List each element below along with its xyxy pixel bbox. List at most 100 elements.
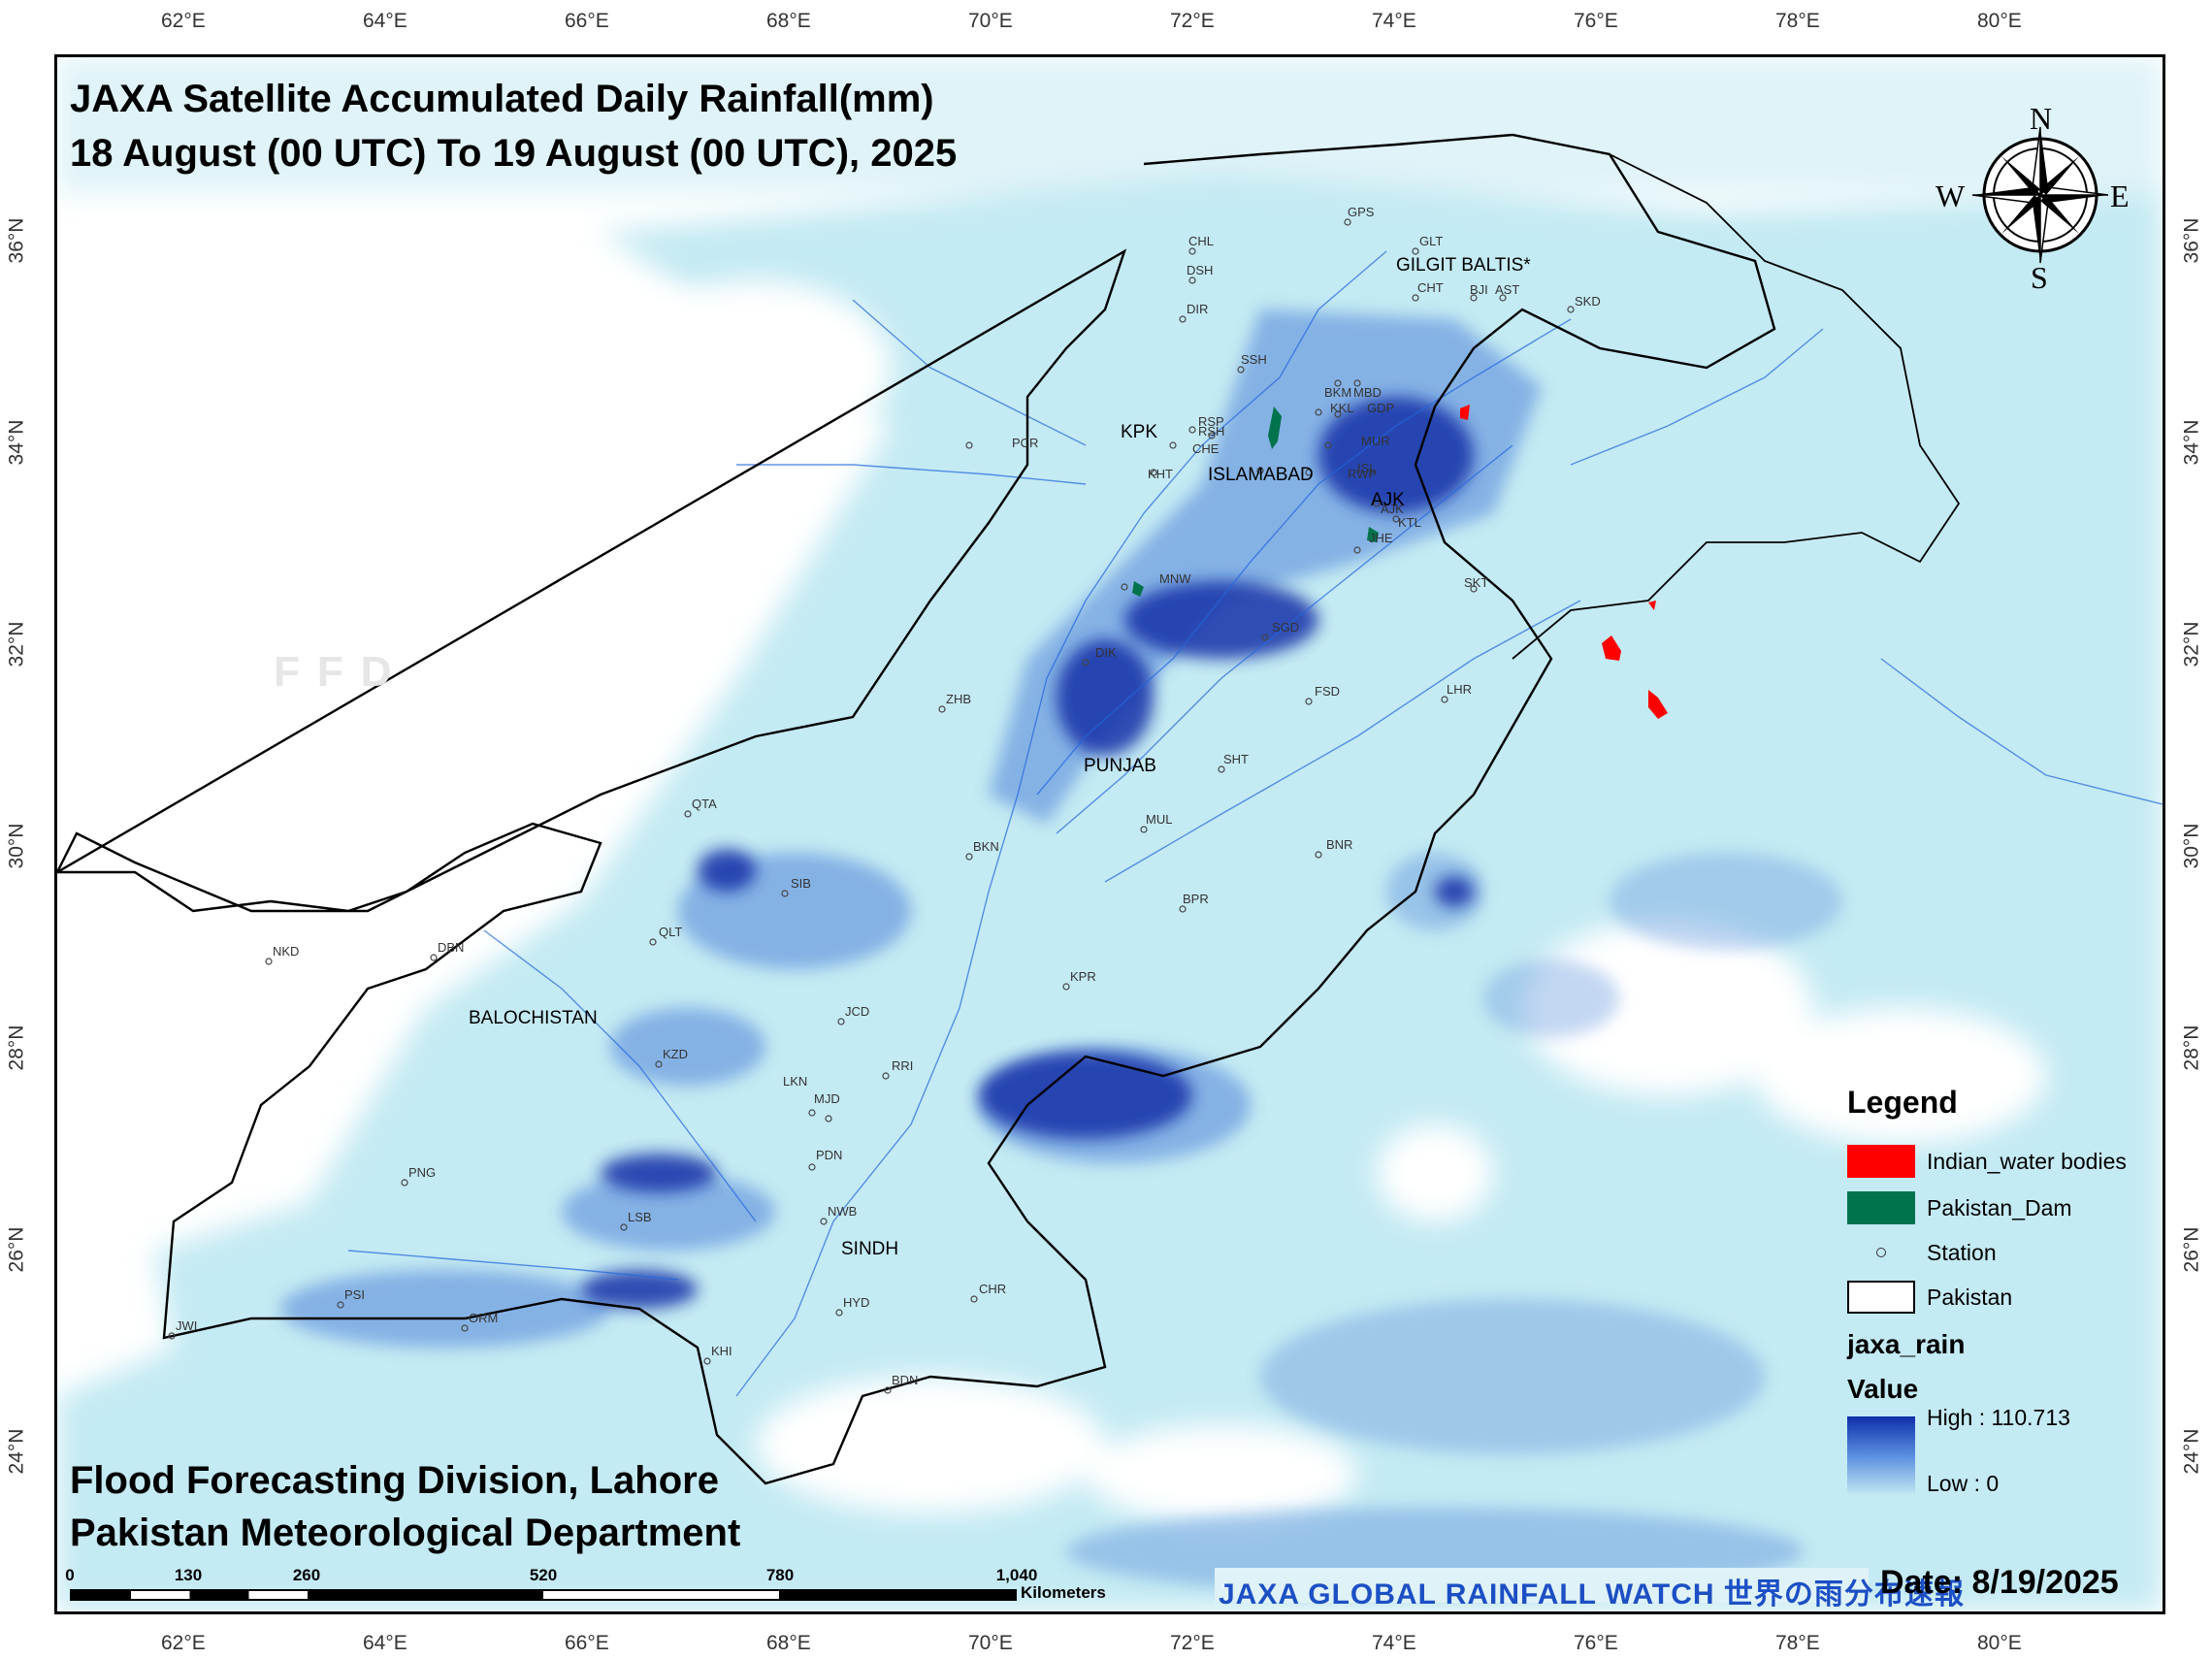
indian-water-label: Indian_water bodies bbox=[1927, 1149, 2127, 1174]
lat-tick: 36°N bbox=[5, 217, 28, 264]
credit-line1: Flood Forecasting Division, Lahore bbox=[70, 1459, 719, 1502]
lon-tick: 68°E bbox=[766, 1632, 811, 1654]
svg-text:BNR: BNR bbox=[1326, 837, 1352, 852]
svg-text:KPR: KPR bbox=[1070, 969, 1096, 984]
lon-tick: 70°E bbox=[968, 10, 1013, 32]
svg-text:KKL: KKL bbox=[1330, 401, 1354, 415]
lat-tick: 36°N bbox=[2180, 217, 2203, 264]
compass-n: N bbox=[2030, 101, 2052, 136]
map-title-line2: 18 August (00 UTC) To 19 August (00 UTC)… bbox=[70, 132, 958, 175]
svg-text:CHE: CHE bbox=[1192, 441, 1220, 456]
pakistan-label: Pakistan bbox=[1927, 1285, 2013, 1310]
compass-rose: N S E W bbox=[1936, 101, 2130, 295]
pakistan-boundary bbox=[57, 133, 1776, 1485]
svg-text:SGD: SGD bbox=[1272, 620, 1299, 634]
svg-text:CHR: CHR bbox=[979, 1282, 1006, 1296]
svg-text:MJD: MJD bbox=[814, 1091, 840, 1106]
svg-text:GLT: GLT bbox=[1419, 234, 1443, 248]
lon-tick: 72°E bbox=[1170, 1632, 1215, 1654]
svg-text:MNW: MNW bbox=[1159, 571, 1191, 586]
lat-tick: 28°N bbox=[2180, 1025, 2203, 1071]
svg-text:KHI: KHI bbox=[711, 1344, 732, 1358]
station-label: Station bbox=[1927, 1240, 1997, 1265]
legend-low: Low : 0 bbox=[1927, 1471, 2000, 1496]
station-markers bbox=[168, 218, 1575, 1394]
svg-text:ORM: ORM bbox=[469, 1311, 498, 1325]
svg-text:AJK: AJK bbox=[1371, 490, 1405, 510]
svg-text:AJK: AJK bbox=[1381, 502, 1404, 516]
legend-indian-water: Indian_water bodies bbox=[1847, 1143, 2165, 1178]
svg-text:LHR: LHR bbox=[1447, 682, 1472, 697]
scale-label: 780 bbox=[765, 1566, 795, 1584]
scale-bar: 0 130 260 520 780 1,040 Kilometers bbox=[65, 1566, 1106, 1605]
svg-text:ISLAMABAD: ISLAMABAD bbox=[1208, 465, 1314, 485]
compass-e: E bbox=[2110, 179, 2130, 213]
lon-tick: 64°E bbox=[363, 10, 407, 32]
svg-text:BPR: BPR bbox=[1183, 892, 1209, 906]
legend-title: Legend bbox=[1847, 1085, 1958, 1120]
station-swatch bbox=[1847, 1236, 1915, 1269]
scale-bar-graphic bbox=[70, 1589, 1017, 1601]
lat-tick: 30°N bbox=[2180, 823, 2203, 869]
scale-label: 130 bbox=[174, 1566, 203, 1584]
lat-tick: 34°N bbox=[2180, 419, 2203, 466]
legend-value: Value bbox=[1847, 1374, 1919, 1404]
svg-text:FSD: FSD bbox=[1315, 684, 1340, 699]
svg-text:NWB: NWB bbox=[828, 1204, 857, 1219]
svg-text:KPK: KPK bbox=[1121, 422, 1157, 442]
svg-text:MUR: MUR bbox=[1361, 434, 1390, 448]
lat-tick: 24°N bbox=[2180, 1428, 2203, 1475]
svg-text:JWI: JWI bbox=[176, 1318, 197, 1333]
legend-station: Station bbox=[1847, 1234, 2165, 1269]
svg-text:BJI: BJI bbox=[1470, 282, 1488, 297]
svg-text:KHT: KHT bbox=[1148, 467, 1173, 481]
svg-text:BKM: BKM bbox=[1324, 385, 1351, 400]
indian-water-swatch bbox=[1847, 1145, 1915, 1178]
pakistan-dams bbox=[1132, 407, 1379, 597]
compass-s: S bbox=[2031, 260, 2048, 295]
svg-text:PDN: PDN bbox=[816, 1148, 842, 1162]
lat-tick: 26°N bbox=[5, 1226, 28, 1273]
lon-tick: 72°E bbox=[1170, 10, 1215, 32]
legend: Legend Indian_water bodies Pakistan_Dam … bbox=[1847, 1085, 2165, 1531]
svg-text:RWP: RWP bbox=[1348, 467, 1377, 481]
svg-text:LSB: LSB bbox=[628, 1210, 652, 1224]
svg-text:GPS: GPS bbox=[1348, 205, 1375, 219]
svg-text:MBD: MBD bbox=[1353, 385, 1382, 400]
svg-text:RSP: RSP bbox=[1198, 414, 1224, 429]
svg-text:PSI: PSI bbox=[344, 1287, 365, 1302]
lat-tick: 30°N bbox=[5, 823, 28, 869]
svg-text:DSH: DSH bbox=[1187, 263, 1213, 277]
legend-pakistan: Pakistan bbox=[1847, 1279, 2165, 1314]
clear-sky-patches bbox=[125, 280, 2046, 1522]
svg-text:PNG: PNG bbox=[408, 1165, 436, 1180]
scale-unit: Kilometers bbox=[1021, 1583, 1106, 1602]
svg-text:LKN: LKN bbox=[783, 1074, 807, 1089]
lat-tick: 32°N bbox=[2180, 621, 2203, 667]
pakistan-dam-label: Pakistan_Dam bbox=[1927, 1195, 2072, 1220]
station-labels: GPS GLT CHL DSH CHT BJI AST SKD DIR SSH … bbox=[176, 205, 1601, 1387]
region-labels: GILGIT BALTIS* KPK ISLAMABAD AJK PUNJAB … bbox=[469, 255, 1531, 1259]
scale-label: 520 bbox=[529, 1566, 558, 1584]
lat-tick: 26°N bbox=[2180, 1226, 2203, 1273]
scale-label: 0 bbox=[65, 1566, 75, 1584]
lon-tick: 66°E bbox=[565, 1632, 609, 1654]
svg-text:QTA: QTA bbox=[692, 797, 717, 811]
svg-text:SHT: SHT bbox=[1223, 752, 1249, 766]
svg-text:KZD: KZD bbox=[663, 1047, 688, 1061]
lon-tick: 80°E bbox=[1977, 10, 2022, 32]
svg-text:DIR: DIR bbox=[1187, 302, 1208, 316]
watermark: FFD bbox=[274, 648, 409, 696]
svg-text:JHE: JHE bbox=[1369, 531, 1393, 545]
date-label: Date: 8/19/2025 bbox=[1880, 1564, 2119, 1601]
lat-tick: 24°N bbox=[5, 1428, 28, 1475]
lat-tick: 32°N bbox=[5, 621, 28, 667]
svg-text:BALOCHISTAN: BALOCHISTAN bbox=[469, 1008, 598, 1028]
svg-text:MUL: MUL bbox=[1146, 812, 1172, 827]
compass-w: W bbox=[1936, 179, 1966, 213]
scale-label: 1,040 bbox=[995, 1566, 1038, 1584]
jaxa-banner-text: JAXA GLOBAL RAINFALL WATCH 世界の雨分布速報 bbox=[1219, 1578, 1965, 1610]
svg-text:KTL: KTL bbox=[1398, 515, 1421, 530]
lon-tick: 78°E bbox=[1775, 1632, 1820, 1654]
rainfall-map: GPS GLT CHL DSH CHT BJI AST SKD DIR SSH … bbox=[57, 57, 2163, 1611]
